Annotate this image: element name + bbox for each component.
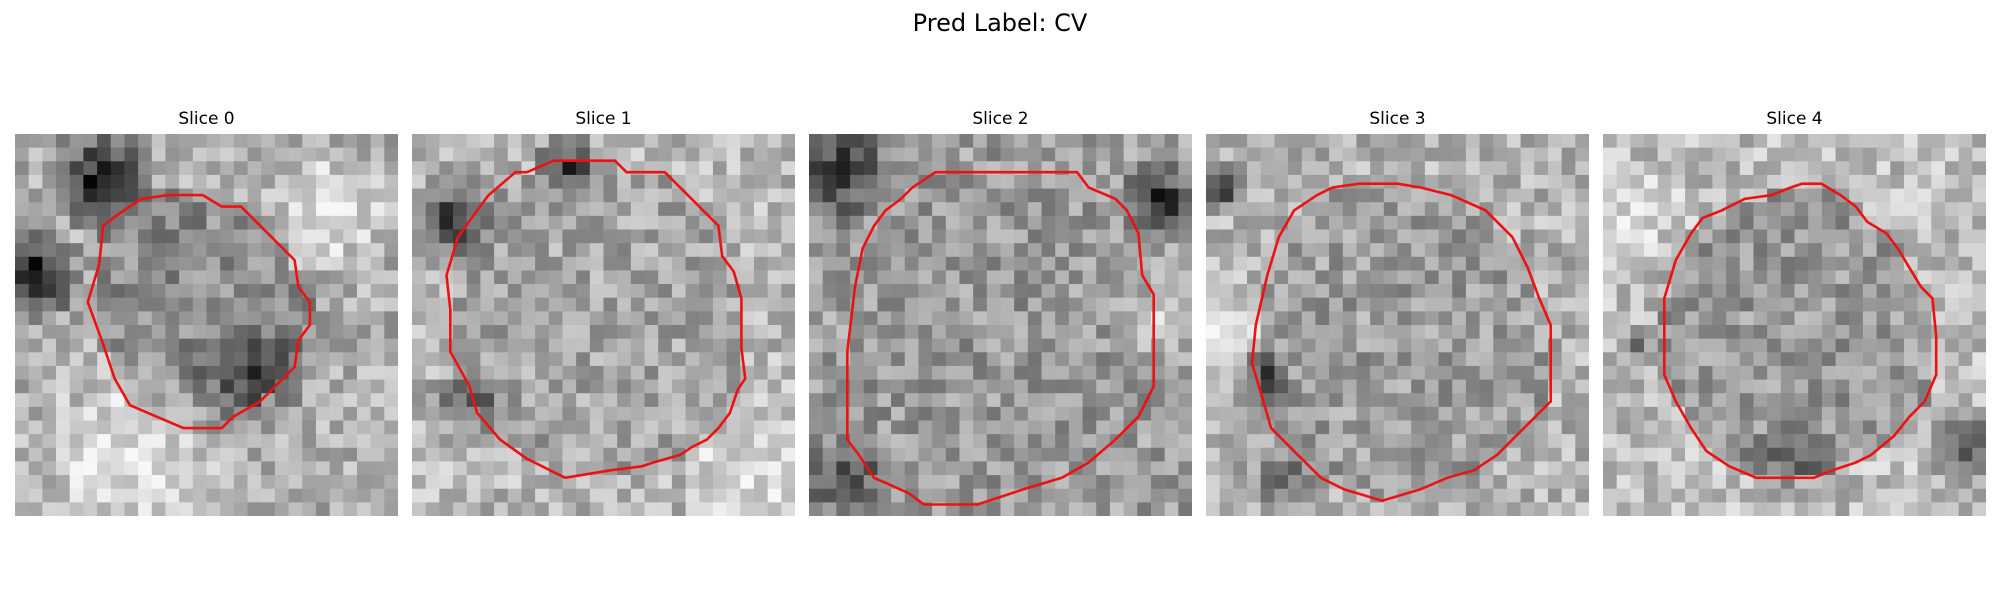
pixel-grid <box>809 134 1192 516</box>
panel-title: Slice 2 <box>972 109 1029 129</box>
pixel-grid <box>1603 134 1986 516</box>
slice-image <box>15 134 398 516</box>
slice-image <box>809 134 1192 516</box>
panel-slice-2: Slice 2 <box>809 108 1192 516</box>
panel-title: Slice 3 <box>1369 109 1426 129</box>
segmentation-contour <box>86 193 312 430</box>
segmentation-contour <box>445 159 747 480</box>
segmentation-contour <box>845 170 1156 506</box>
segmentation-contour <box>1250 182 1553 503</box>
slice-image <box>1603 134 1986 516</box>
panel-slice-3: Slice 3 <box>1206 108 1589 516</box>
figure-title: Pred Label: CV <box>912 9 1088 37</box>
panel-title: Slice 4 <box>1766 109 1823 129</box>
panel-slice-4: Slice 4 <box>1603 108 1986 516</box>
pixel-grid <box>15 134 398 516</box>
panel-title: Slice 0 <box>178 109 235 129</box>
slice-image <box>1206 134 1589 516</box>
panel-slice-1: Slice 1 <box>412 108 795 516</box>
pixel-grid <box>412 134 795 516</box>
pixel-grid <box>1206 134 1589 516</box>
panel-slice-0: Slice 0 <box>15 108 398 516</box>
panel-title: Slice 1 <box>575 109 632 129</box>
segmentation-contour <box>1662 182 1938 480</box>
slice-image <box>412 134 795 516</box>
